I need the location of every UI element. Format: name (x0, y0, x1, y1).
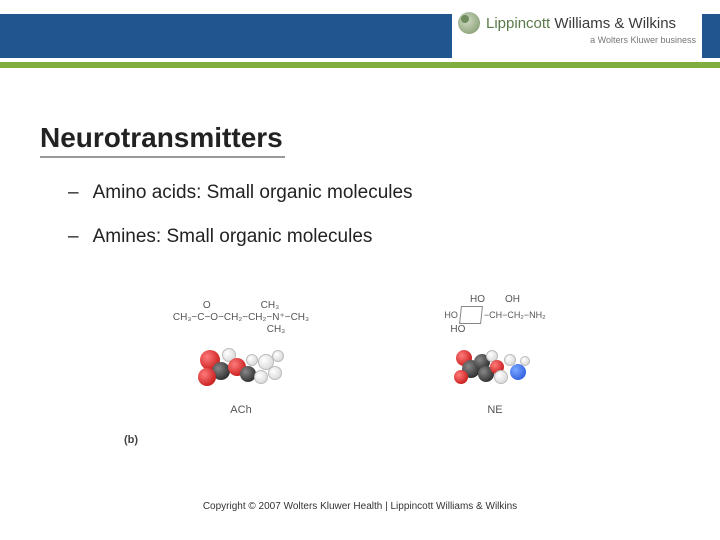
formula-bot: HO (444, 324, 545, 336)
brand-logo-icon (458, 12, 480, 34)
brand-block: Lippincott Williams & Wilkins a Wolters … (452, 8, 702, 64)
formula-main: CH₃−C−O−CH₂−CH₂−N⁺−CH₃ (173, 312, 309, 324)
list-item: – Amines: Small organic molecules (68, 226, 413, 248)
brand-rest: Williams & Wilkins (550, 15, 676, 32)
bullet-dash-icon: – (68, 182, 79, 204)
formula-bot: CH₃ (173, 324, 309, 336)
brand-name: Lippincott Williams & Wilkins (486, 15, 676, 32)
ne-structure: HO OH HO⬡−CH−CH₂−NH₂−CH−CH₂−NH₂ HO (444, 296, 545, 336)
bullet-dash-icon: – (68, 226, 79, 248)
panel-label: (b) (124, 434, 138, 446)
molecule-figure: O CH₃ CH₃−C−O−CH₂−CH₂−N⁺−CH₃ CH₃ ACh (b)… (126, 296, 594, 446)
brand-subtitle: a Wolters Kluwer business (590, 35, 696, 45)
copyright-footer: Copyright © 2007 Wolters Kluwer Health |… (0, 501, 720, 512)
molecule-ne: HO OH HO⬡−CH−CH₂−NH₂−CH−CH₂−NH₂ HO NE (400, 296, 590, 446)
formula-main: HO⬡−CH−CH₂−NH₂−CH−CH₂−NH₂ (444, 306, 545, 324)
list-item: – Amino acids: Small organic molecules (68, 182, 413, 204)
bullet-text: Amines: Small organic molecules (93, 226, 373, 248)
bullet-text: Amino acids: Small organic molecules (93, 182, 413, 204)
ne-model (450, 344, 540, 396)
slide-title: Neurotransmitters (40, 122, 285, 158)
ach-label: ACh (230, 404, 251, 416)
molecule-ach: O CH₃ CH₃−C−O−CH₂−CH₂−N⁺−CH₃ CH₃ ACh (b) (126, 296, 356, 446)
ach-model (196, 344, 286, 396)
brand-prefix: Lippincott (486, 15, 550, 32)
formula-top: O CH₃ (173, 300, 309, 312)
ach-structure: O CH₃ CH₃−C−O−CH₂−CH₂−N⁺−CH₃ CH₃ (173, 296, 309, 336)
accent-divider (0, 62, 720, 68)
formula-top: HO OH (444, 294, 545, 306)
bullet-list: – Amino acids: Small organic molecules –… (68, 182, 413, 270)
ne-label: NE (487, 404, 502, 416)
